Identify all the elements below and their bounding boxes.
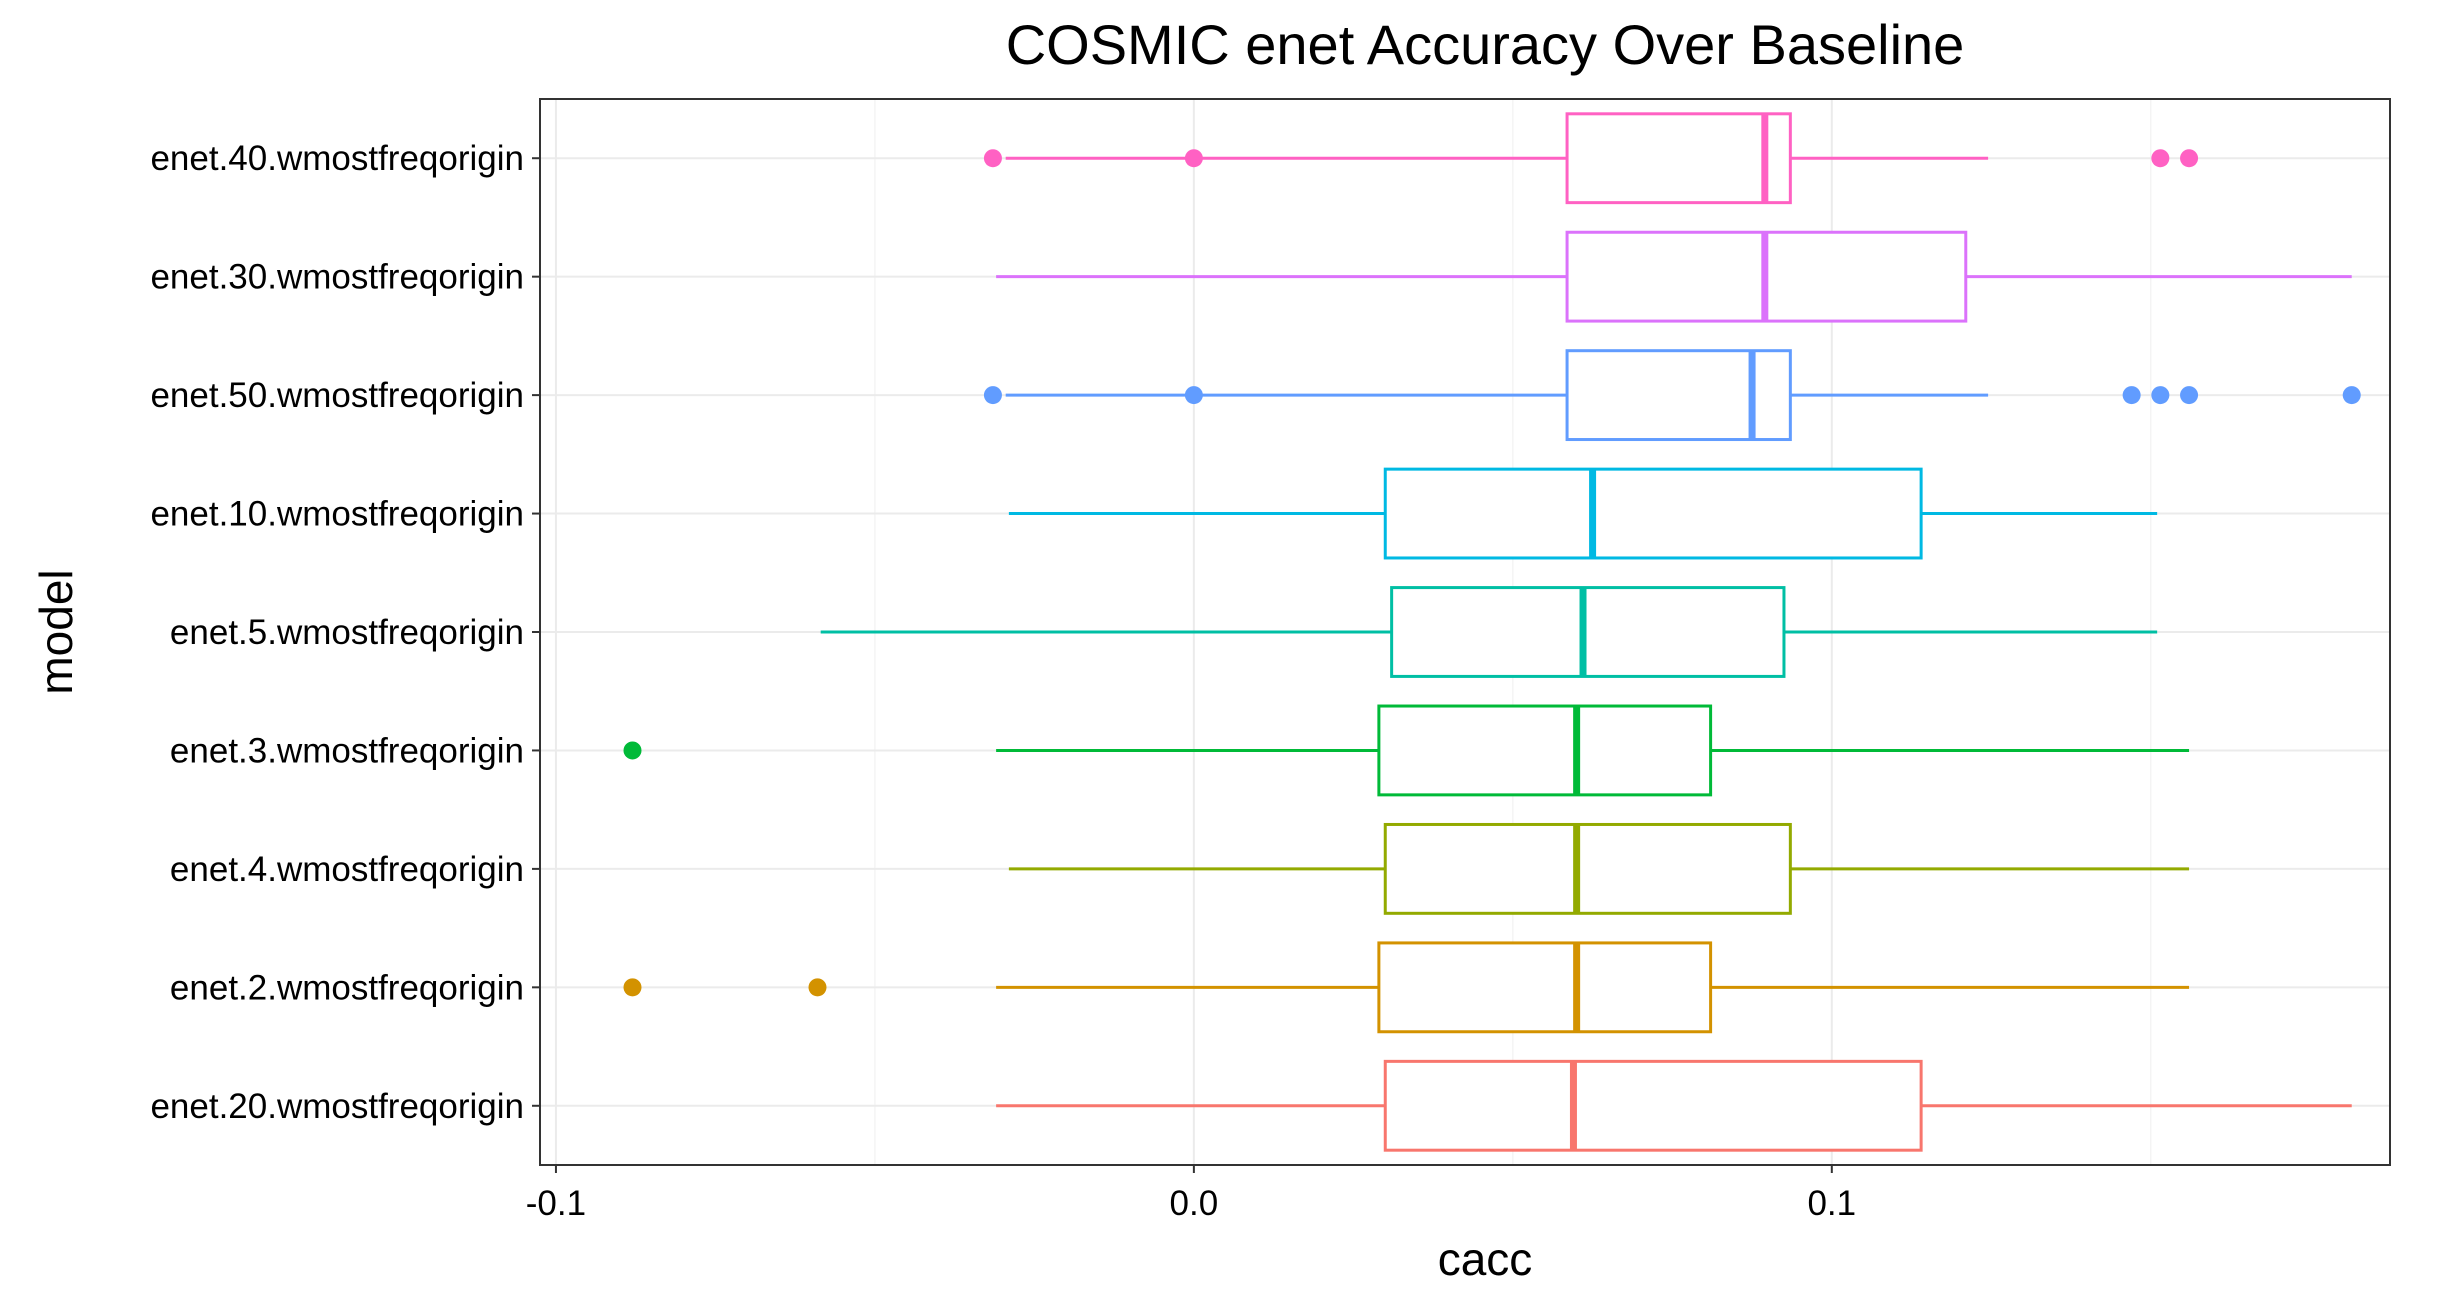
box-group <box>996 230 2352 323</box>
y-tick-label: enet.4.wmostfreqorigin <box>170 850 524 889</box>
outlier-point <box>983 386 1002 405</box>
outlier-point <box>983 149 1002 168</box>
outlier-point <box>2151 149 2170 168</box>
y-axis: enet.40.wmostfreqorigin enet.30.wmostfreq… <box>150 139 540 1126</box>
y-tick-label: enet.50.wmostfreqorigin <box>150 376 524 415</box>
box-group <box>820 586 2158 678</box>
box-group <box>1008 467 2158 560</box>
outlier-point <box>1184 149 1203 168</box>
outlier-point <box>808 978 827 997</box>
box-group <box>983 349 2361 442</box>
outlier-point <box>2180 149 2199 168</box>
outlier-point <box>623 741 642 760</box>
y-tick-label: enet.3.wmostfreqorigin <box>170 731 524 770</box>
box-iqr <box>1383 822 1792 915</box>
y-tick-label: enet.2.wmostfreqorigin <box>170 968 524 1007</box>
box-group <box>1008 822 2190 915</box>
y-tick-label: enet.5.wmostfreqorigin <box>170 613 524 652</box>
boxplot-series <box>623 112 2361 1152</box>
box-iqr <box>1390 586 1786 678</box>
outlier-point <box>2180 386 2199 405</box>
y-axis-label: model <box>30 569 82 694</box>
box-iqr <box>1383 1059 1923 1152</box>
outlier-point <box>2151 386 2170 405</box>
outlier-point <box>1184 386 1203 405</box>
box-iqr <box>1565 349 1792 442</box>
box-group <box>983 112 2199 205</box>
outlier-point <box>2342 386 2361 405</box>
y-tick-label: enet.30.wmostfreqorigin <box>150 258 524 297</box>
box-group <box>623 704 2190 797</box>
y-tick-label: enet.10.wmostfreqorigin <box>150 495 524 534</box>
x-tick-label: 0.0 <box>1170 1184 1219 1223</box>
chart-title: COSMIC enet Accuracy Over Baseline <box>1006 13 1965 76</box>
box-iqr <box>1383 467 1923 560</box>
x-tick-label: -0.1 <box>526 1184 586 1223</box>
y-tick-label: enet.20.wmostfreqorigin <box>150 1087 524 1126</box>
box-iqr <box>1377 941 1713 1034</box>
outlier-point <box>2122 386 2141 405</box>
box-iqr <box>1377 704 1713 797</box>
box-group <box>996 1059 2352 1152</box>
x-tick-label: 0.1 <box>1807 1184 1856 1223</box>
y-tick-label: enet.40.wmostfreqorigin <box>150 139 524 178</box>
box-group <box>623 941 2190 1034</box>
x-axis-label: cacc <box>1438 1233 1533 1285</box>
x-axis: -0.1 0.0 0.1 <box>526 1165 1856 1223</box>
box-iqr <box>1565 112 1792 205</box>
outlier-point <box>623 978 642 997</box>
